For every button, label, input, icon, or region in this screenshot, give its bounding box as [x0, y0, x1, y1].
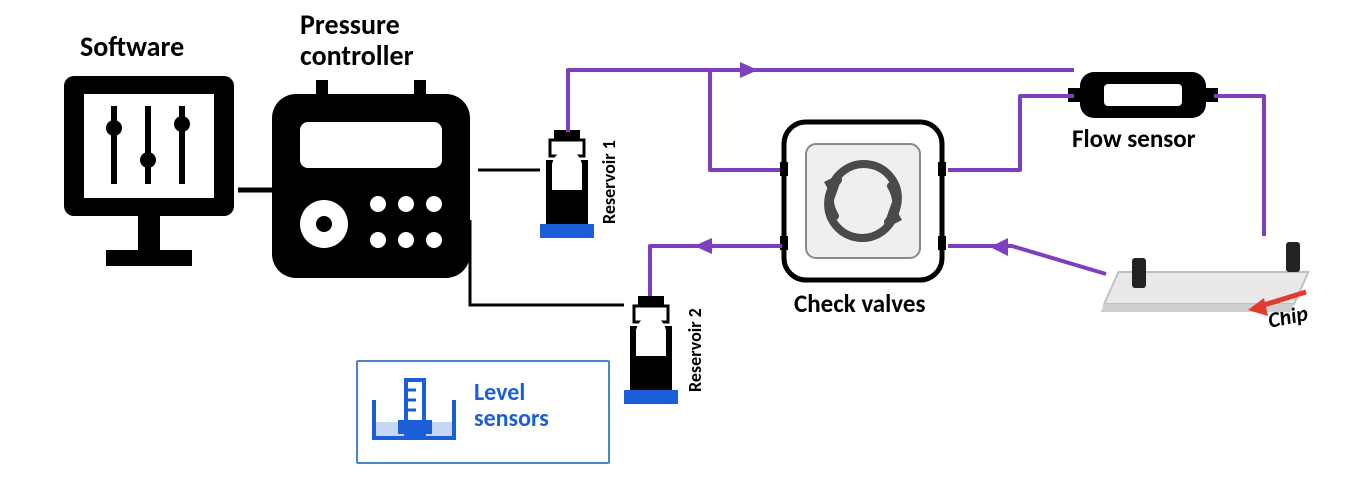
flow-arrow-icon [990, 238, 1008, 256]
purple-tubing [0, 0, 1366, 502]
flow-arrow-icon [694, 238, 712, 254]
flow-arrow-icon [740, 62, 758, 78]
